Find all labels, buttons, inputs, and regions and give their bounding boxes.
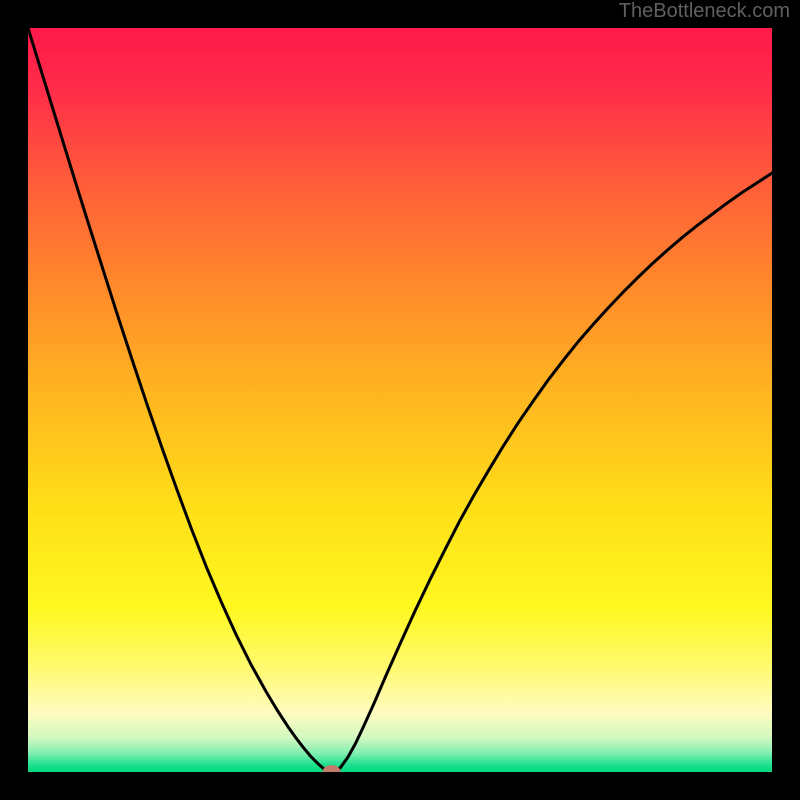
chart-container: TheBottleneck.com xyxy=(0,0,800,800)
plot-area xyxy=(28,28,772,772)
watermark-text: TheBottleneck.com xyxy=(619,0,790,23)
chart-background xyxy=(28,28,772,772)
chart-svg xyxy=(28,28,772,772)
